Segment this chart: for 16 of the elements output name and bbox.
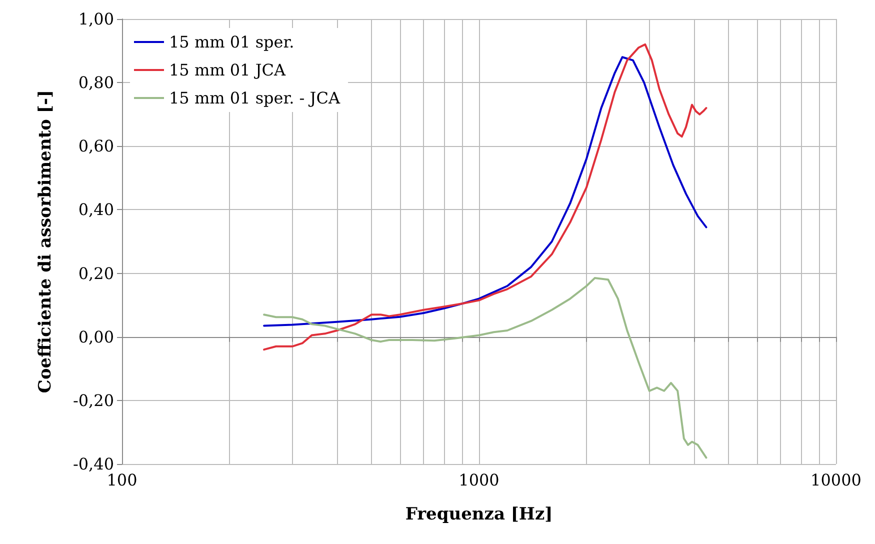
legend-label: 15 mm 01 JCA [169,60,286,80]
legend-label: 15 mm 01 sper. - JCA [169,88,340,108]
y-axis-title: Coefficiente di assorbimento [-] [36,90,56,394]
y-tick-label: 1,00 [78,10,114,28]
x-tick-label: 1000 [458,470,500,490]
y-tick-label: 0,40 [78,200,114,220]
y-tick-label: 0,00 [78,327,114,346]
y-tick-label: -0,40 [72,454,114,474]
x-tick-label: 100 [106,470,138,490]
y-tick-label: -0,20 [72,390,114,410]
y-tick-label: 0,80 [78,73,114,92]
y-tick-label: 0,20 [78,264,114,283]
x-axis-title: Frequenza [Hz] [405,504,553,524]
legend-label: 15 mm 01 sper. [169,32,294,52]
x-tick-label: 10000 [810,470,862,490]
y-tick-label: 0,60 [78,136,114,156]
